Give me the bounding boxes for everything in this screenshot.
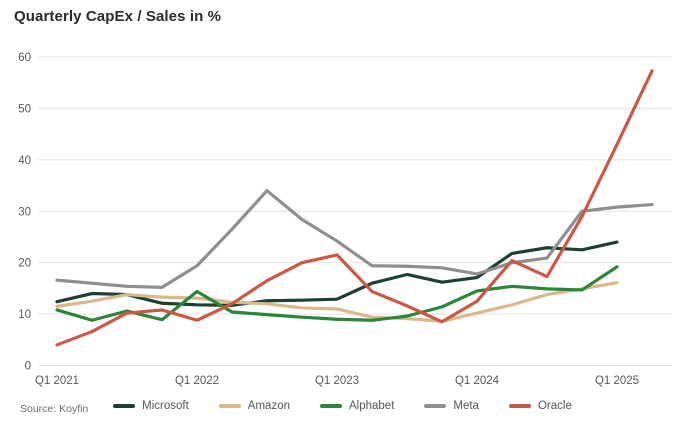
y-tick-label: 50	[18, 103, 31, 115]
legend-swatch	[508, 403, 531, 409]
series-line-meta	[55, 189, 654, 289]
series-line-microsoft	[55, 240, 619, 307]
x-tick-label: Q1 2025	[595, 375, 639, 387]
legend-item-oracle: Oracle	[508, 400, 572, 412]
chart-legend: Microsoft Amazon Alphabet Meta Oracle	[0, 400, 685, 412]
legend-swatch	[113, 403, 136, 409]
y-tick-label: 60	[18, 52, 31, 64]
series-line-oracle	[55, 69, 654, 347]
y-tick-label: 30	[18, 206, 31, 218]
x-tick-label: Q1 2024	[455, 375, 500, 387]
y-tick-label: 20	[18, 258, 31, 270]
y-tick-label: 40	[18, 155, 31, 167]
legend-label: Meta	[453, 400, 479, 412]
x-tick-label: Q1 2022	[175, 375, 219, 387]
legend-item-amazon: Amazon	[218, 400, 290, 412]
legend-swatch	[218, 403, 241, 409]
legend-swatch	[319, 403, 342, 409]
series-line-alphabet	[55, 265, 619, 322]
x-tick-label: Q1 2021	[35, 375, 79, 387]
legend-item-microsoft: Microsoft	[113, 400, 189, 412]
y-tick-label: 10	[18, 309, 31, 321]
legend-swatch	[424, 403, 447, 409]
legend-label: Amazon	[247, 400, 290, 412]
legend-label: Oracle	[537, 400, 572, 412]
series-line-amazon	[55, 281, 619, 323]
y-tick-label: 0	[25, 361, 31, 373]
source-label: Source: Koyfin	[20, 403, 89, 415]
legend-label: Microsoft	[142, 400, 189, 412]
legend-label: Alphabet	[348, 400, 395, 412]
legend-item-alphabet: Alphabet	[319, 400, 395, 412]
x-tick-label: Q1 2023	[315, 375, 359, 387]
legend-item-meta: Meta	[424, 400, 479, 412]
chart-title: Quarterly CapEx / Sales in %	[14, 8, 222, 25]
